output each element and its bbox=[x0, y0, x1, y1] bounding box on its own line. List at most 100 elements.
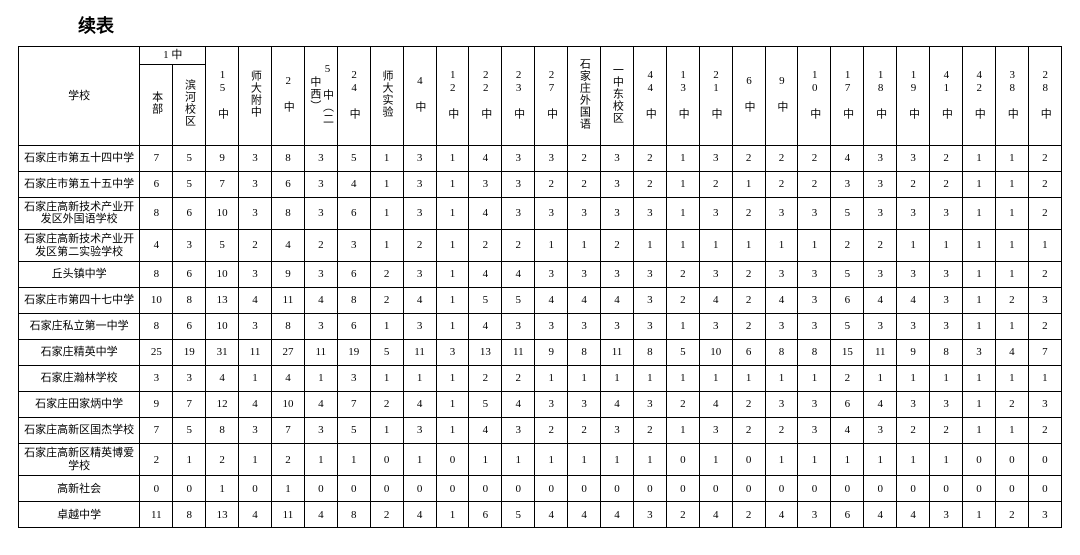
value-cell: 4 bbox=[601, 502, 634, 528]
table-row: 石家庄高新技术产业开发区外国语学校86103836131433333132335… bbox=[19, 197, 1062, 229]
value-cell: 1 bbox=[798, 444, 831, 476]
value-cell: 1 bbox=[666, 229, 699, 261]
value-cell: 3 bbox=[535, 145, 568, 171]
th-col: 9 中 bbox=[765, 47, 798, 146]
value-cell: 2 bbox=[535, 418, 568, 444]
value-cell: 7 bbox=[206, 171, 239, 197]
value-cell: 5 bbox=[173, 418, 206, 444]
value-cell: 1 bbox=[765, 366, 798, 392]
value-cell: 4 bbox=[831, 145, 864, 171]
value-cell: 2 bbox=[370, 502, 403, 528]
value-cell: 1 bbox=[765, 229, 798, 261]
table-row: 石家庄高新区精英博爱学校2121211010111111010111111000 bbox=[19, 444, 1062, 476]
value-cell: 3 bbox=[633, 262, 666, 288]
th-col: 15 中 bbox=[206, 47, 239, 146]
value-cell: 3 bbox=[535, 392, 568, 418]
value-cell: 1 bbox=[370, 366, 403, 392]
value-cell: 1 bbox=[436, 171, 469, 197]
value-cell: 6 bbox=[831, 392, 864, 418]
value-cell: 1 bbox=[337, 444, 370, 476]
value-cell: 8 bbox=[140, 262, 173, 288]
value-cell: 1 bbox=[436, 418, 469, 444]
value-cell: 3 bbox=[403, 171, 436, 197]
th-col: 17 中 bbox=[831, 47, 864, 146]
value-cell: 4 bbox=[502, 392, 535, 418]
value-cell: 5 bbox=[502, 502, 535, 528]
value-cell: 1 bbox=[963, 314, 996, 340]
value-cell: 3 bbox=[173, 366, 206, 392]
value-cell: 12 bbox=[206, 392, 239, 418]
value-cell: 0 bbox=[1028, 476, 1061, 502]
value-cell: 2 bbox=[502, 366, 535, 392]
value-cell: 7 bbox=[271, 418, 304, 444]
value-cell: 1 bbox=[995, 229, 1028, 261]
value-cell: 4 bbox=[864, 392, 897, 418]
value-cell: 2 bbox=[666, 262, 699, 288]
value-cell: 0 bbox=[370, 444, 403, 476]
table-row: 石家庄田家炳中学971241047241543343242336433123 bbox=[19, 392, 1062, 418]
value-cell: 1 bbox=[963, 171, 996, 197]
value-cell: 1 bbox=[897, 444, 930, 476]
value-cell: 1 bbox=[568, 444, 601, 476]
table-wrap: 学校 1 中 15 中师大附中2 中5 中（二中西）24 中师大实验4 中12 … bbox=[0, 46, 1080, 528]
value-cell: 6 bbox=[831, 502, 864, 528]
th-school: 学校 bbox=[19, 47, 140, 146]
value-cell: 1 bbox=[239, 444, 272, 476]
value-cell: 1 bbox=[963, 366, 996, 392]
value-cell: 4 bbox=[469, 145, 502, 171]
value-cell: 3 bbox=[930, 197, 963, 229]
value-cell: 4 bbox=[469, 314, 502, 340]
value-cell: 3 bbox=[403, 262, 436, 288]
value-cell: 3 bbox=[601, 197, 634, 229]
value-cell: 0 bbox=[370, 476, 403, 502]
th-col: 4 中 bbox=[403, 47, 436, 146]
value-cell: 3 bbox=[403, 314, 436, 340]
value-cell: 4 bbox=[140, 229, 173, 261]
value-cell: 3 bbox=[502, 171, 535, 197]
value-cell: 1 bbox=[963, 145, 996, 171]
value-cell: 2 bbox=[206, 444, 239, 476]
value-cell: 3 bbox=[304, 145, 337, 171]
table-row: 石家庄高新技术产业开发区第二实验学校4352423121221121111112… bbox=[19, 229, 1062, 261]
value-cell: 0 bbox=[337, 476, 370, 502]
data-table: 学校 1 中 15 中师大附中2 中5 中（二中西）24 中师大实验4 中12 … bbox=[18, 46, 1062, 528]
value-cell: 1 bbox=[864, 444, 897, 476]
value-cell: 2 bbox=[469, 229, 502, 261]
value-cell: 0 bbox=[732, 476, 765, 502]
value-cell: 4 bbox=[699, 288, 732, 314]
value-cell: 3 bbox=[239, 314, 272, 340]
value-cell: 2 bbox=[469, 366, 502, 392]
value-cell: 11 bbox=[403, 340, 436, 366]
value-cell: 3 bbox=[699, 197, 732, 229]
value-cell: 3 bbox=[864, 262, 897, 288]
value-cell: 2 bbox=[930, 171, 963, 197]
value-cell: 1 bbox=[370, 314, 403, 340]
value-cell: 1 bbox=[173, 444, 206, 476]
value-cell: 3 bbox=[930, 314, 963, 340]
th-col: 41 中 bbox=[930, 47, 963, 146]
value-cell: 4 bbox=[864, 502, 897, 528]
value-cell: 1 bbox=[469, 444, 502, 476]
value-cell: 2 bbox=[864, 229, 897, 261]
value-cell: 1 bbox=[436, 314, 469, 340]
value-cell: 13 bbox=[206, 288, 239, 314]
value-cell: 1 bbox=[271, 476, 304, 502]
value-cell: 0 bbox=[601, 476, 634, 502]
value-cell: 8 bbox=[271, 314, 304, 340]
school-name-cell: 卓越中学 bbox=[19, 502, 140, 528]
value-cell: 1 bbox=[436, 502, 469, 528]
value-cell: 3 bbox=[403, 145, 436, 171]
value-cell: 1 bbox=[568, 229, 601, 261]
value-cell: 1 bbox=[436, 392, 469, 418]
value-cell: 1 bbox=[1028, 366, 1061, 392]
value-cell: 3 bbox=[239, 145, 272, 171]
value-cell: 3 bbox=[864, 171, 897, 197]
value-cell: 0 bbox=[765, 476, 798, 502]
value-cell: 5 bbox=[502, 288, 535, 314]
value-cell: 1 bbox=[995, 262, 1028, 288]
value-cell: 4 bbox=[403, 288, 436, 314]
school-name-cell: 石家庄高新技术产业开发区外国语学校 bbox=[19, 197, 140, 229]
table-row: 石家庄市第四十七中学108134114824155444324243644312… bbox=[19, 288, 1062, 314]
page-title: 续表 bbox=[0, 0, 1080, 46]
value-cell: 3 bbox=[140, 366, 173, 392]
